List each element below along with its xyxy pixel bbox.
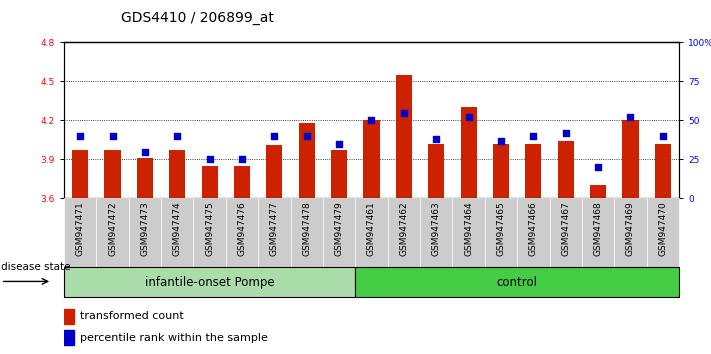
Bar: [72, 150, 88, 198]
Bar: [452, 198, 485, 267]
Bar: [193, 198, 226, 267]
Bar: [161, 198, 193, 267]
Text: disease state: disease state: [1, 262, 70, 272]
Point: [75, 133, 86, 139]
Text: GSM947474: GSM947474: [173, 202, 182, 256]
Text: GSM947465: GSM947465: [496, 202, 506, 256]
Text: GSM947475: GSM947475: [205, 202, 214, 256]
Text: GSM947461: GSM947461: [367, 202, 376, 256]
Bar: [363, 120, 380, 198]
Point: [431, 136, 442, 142]
Bar: [299, 123, 315, 198]
Point: [625, 114, 636, 120]
Bar: [169, 150, 186, 198]
Text: GSM947464: GSM947464: [464, 202, 473, 256]
Text: GSM947471: GSM947471: [75, 202, 85, 256]
Text: GSM947463: GSM947463: [432, 202, 441, 256]
Text: control: control: [497, 276, 538, 289]
Bar: [97, 198, 129, 267]
Bar: [129, 198, 161, 267]
Text: GDS4410 / 206899_at: GDS4410 / 206899_at: [121, 11, 274, 25]
Bar: [461, 107, 476, 198]
Point: [496, 138, 507, 143]
Point: [171, 133, 183, 139]
Bar: [655, 144, 671, 198]
Point: [592, 164, 604, 170]
Bar: [64, 309, 74, 324]
Bar: [64, 198, 97, 267]
Bar: [356, 267, 679, 297]
Text: GSM947477: GSM947477: [270, 202, 279, 256]
Point: [269, 133, 280, 139]
Bar: [517, 198, 550, 267]
Point: [528, 133, 539, 139]
Text: GSM947462: GSM947462: [400, 202, 408, 256]
Text: GSM947466: GSM947466: [529, 202, 538, 256]
Bar: [267, 145, 282, 198]
Bar: [234, 166, 250, 198]
Point: [463, 114, 474, 120]
Point: [107, 133, 118, 139]
Point: [398, 110, 410, 115]
Point: [301, 133, 312, 139]
Bar: [258, 198, 291, 267]
Text: GSM947478: GSM947478: [302, 202, 311, 256]
Text: GSM947469: GSM947469: [626, 202, 635, 256]
Bar: [201, 166, 218, 198]
Text: GSM947470: GSM947470: [658, 202, 668, 256]
Text: infantile-onset Pompe: infantile-onset Pompe: [145, 276, 274, 289]
Bar: [614, 198, 646, 267]
Bar: [291, 198, 323, 267]
Point: [139, 149, 151, 154]
Bar: [485, 198, 517, 267]
Text: percentile rank within the sample: percentile rank within the sample: [80, 332, 267, 343]
Bar: [525, 144, 542, 198]
Point: [333, 141, 345, 147]
Bar: [550, 198, 582, 267]
Bar: [331, 150, 347, 198]
Point: [365, 118, 377, 123]
Bar: [428, 144, 444, 198]
Text: GSM947467: GSM947467: [561, 202, 570, 256]
Point: [560, 130, 572, 136]
Bar: [646, 198, 679, 267]
Text: GSM947479: GSM947479: [335, 202, 343, 256]
Text: GSM947473: GSM947473: [140, 202, 149, 256]
Point: [236, 156, 247, 162]
Bar: [226, 198, 258, 267]
Bar: [105, 150, 121, 198]
Bar: [64, 330, 74, 345]
Bar: [356, 198, 387, 267]
Bar: [582, 198, 614, 267]
Bar: [137, 158, 153, 198]
Text: GSM947468: GSM947468: [594, 202, 603, 256]
Text: transformed count: transformed count: [80, 311, 183, 321]
Text: GSM947476: GSM947476: [237, 202, 247, 256]
Point: [204, 156, 215, 162]
Bar: [387, 198, 420, 267]
Bar: [396, 75, 412, 198]
Bar: [557, 141, 574, 198]
Bar: [420, 198, 452, 267]
Point: [657, 133, 668, 139]
Bar: [622, 120, 638, 198]
Text: GSM947472: GSM947472: [108, 202, 117, 256]
Bar: [64, 267, 356, 297]
Bar: [590, 185, 606, 198]
Bar: [493, 144, 509, 198]
Bar: [323, 198, 356, 267]
